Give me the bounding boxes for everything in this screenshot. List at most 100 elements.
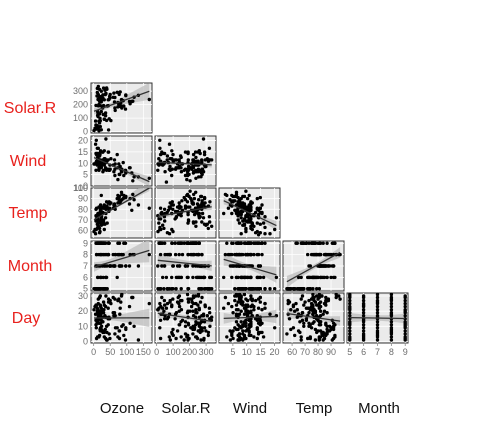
data-point [210,224,214,228]
data-point [258,206,262,210]
data-point [132,198,136,202]
data-point [103,111,108,115]
data-point [99,306,104,310]
data-point [117,329,122,333]
data-point [311,292,315,297]
data-point [118,90,122,94]
data-point [97,119,101,123]
data-point [289,327,293,332]
data-point [226,252,231,257]
x-tick-label: 8 [389,347,394,357]
data-point [201,312,206,316]
data-point [286,287,290,291]
data-point [109,157,113,161]
data-point [256,252,261,257]
data-point [131,99,135,103]
data-point [389,308,394,312]
data-point [375,295,380,300]
data-point [234,275,239,280]
data-point [113,108,117,113]
data-point [242,292,247,297]
data-point [111,295,115,300]
data-point [249,304,253,309]
data-point [96,151,101,156]
data-point [311,287,315,291]
data-point [261,335,266,339]
data-point [198,151,202,156]
row-label-temp: Temp [8,205,47,222]
data-point [258,231,262,235]
data-point [178,154,183,158]
data-point [115,275,119,280]
column-label-month: Month [358,400,400,417]
data-point [239,300,243,304]
data-point [97,211,102,216]
data-point [136,203,141,207]
data-point [132,175,136,179]
data-point [317,304,321,309]
data-point [307,275,311,280]
data-point [299,335,303,339]
data-point [136,338,141,342]
data-point [249,217,253,221]
data-point [329,252,333,257]
y-tick-label: 8 [83,250,88,260]
data-point [255,336,259,341]
data-point [170,227,174,232]
data-point [403,324,407,328]
data-point [313,338,318,342]
data-point [326,298,331,303]
data-point [315,252,319,257]
data-point [102,308,106,312]
data-point [193,264,198,268]
data-point [312,320,316,324]
data-point [260,241,264,245]
data-point [193,323,198,327]
regression-line [223,258,277,276]
data-point [293,333,297,338]
data-point [249,241,253,245]
x-tick-label: 15 [256,347,266,357]
data-point [207,306,212,310]
data-point [201,170,206,174]
data-point [389,330,394,335]
data-point [170,203,174,207]
regression-line [157,206,212,218]
y-tick-label: 20 [78,306,88,316]
data-point [99,324,104,328]
data-point [256,317,261,321]
data-point [157,163,161,167]
panel-month-vs-temp [282,240,345,292]
data-point [261,221,266,225]
column-label-wind: Wind [233,400,267,417]
data-point [311,241,315,245]
data-point [273,227,277,232]
data-point [164,306,169,310]
data-point [128,166,132,170]
data-point [361,314,366,318]
data-point [304,317,309,321]
data-point [101,300,106,304]
data-point [324,264,328,268]
data-point [249,294,253,298]
x-tick-label: 300 [199,347,214,357]
data-point [107,241,111,245]
y-tick-label: 15 [78,147,88,157]
data-point [94,219,98,223]
data-point [113,314,117,318]
data-point [208,317,212,321]
data-point [403,332,407,336]
data-point [304,306,309,310]
data-point [156,168,160,172]
data-point [250,287,254,291]
data-point [348,298,352,303]
data-point [122,173,126,178]
data-point [311,312,315,316]
data-point [222,211,226,216]
data-point [168,338,172,342]
data-point [123,338,128,342]
panel-day-vs-ozone [90,292,153,344]
data-point [194,241,198,245]
data-point [175,329,180,333]
data-point [244,252,248,257]
